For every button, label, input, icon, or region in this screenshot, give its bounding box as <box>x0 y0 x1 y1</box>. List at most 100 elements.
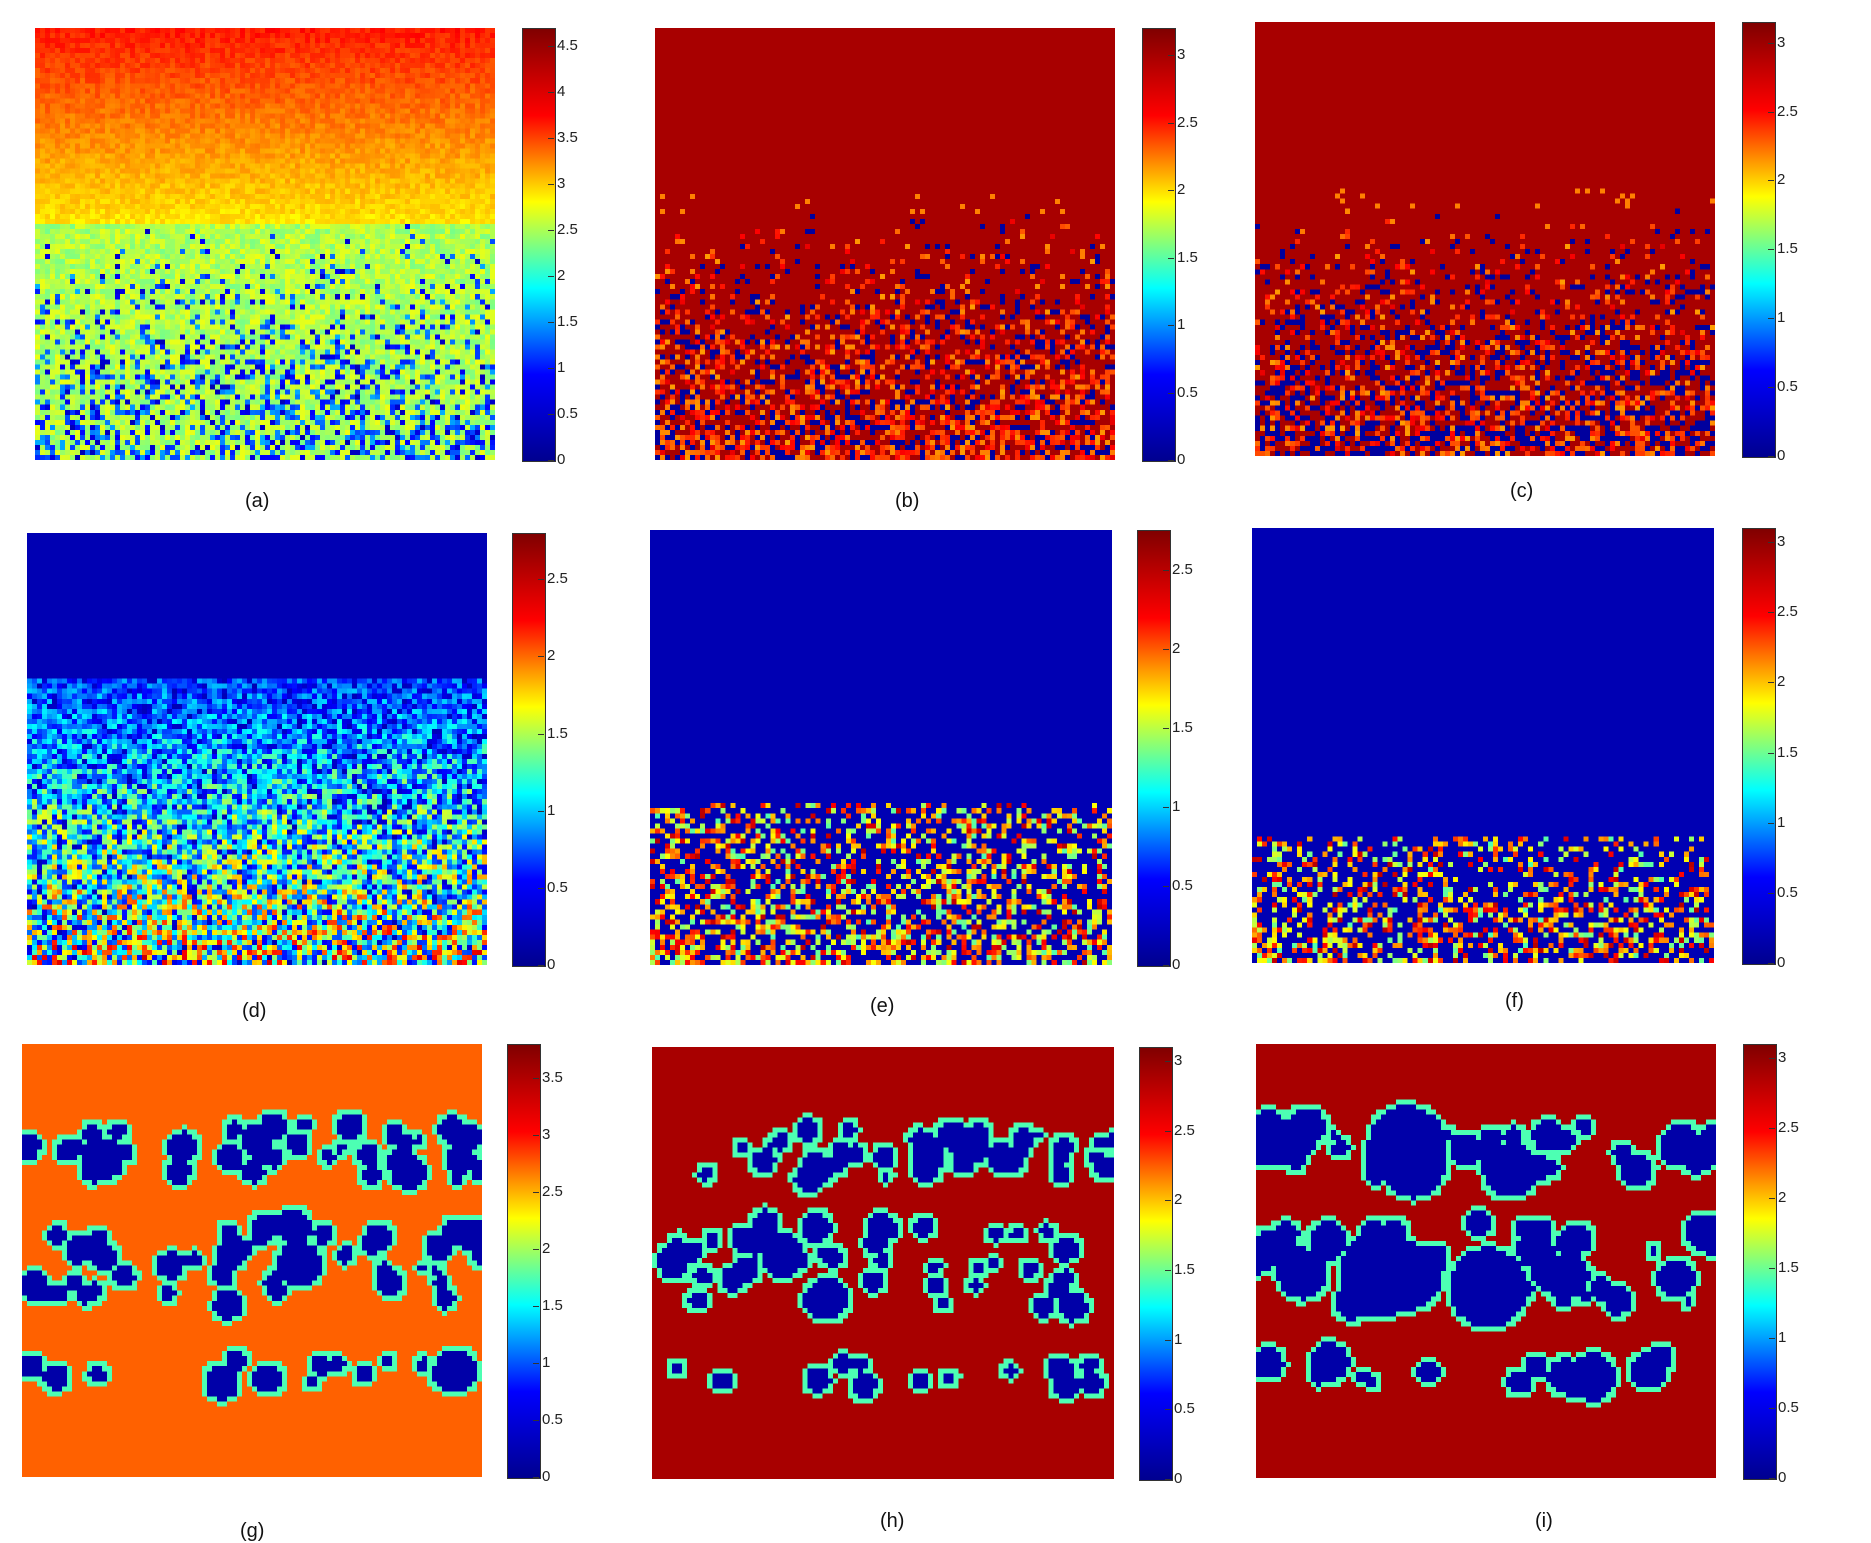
heatmap-c <box>1255 22 1715 456</box>
colorbar-tick-label: 0.5 <box>1778 1400 1799 1415</box>
panel-caption: (e) <box>870 995 894 1018</box>
colorbar-tick <box>1768 249 1774 250</box>
colorbar-tick-label: 1.5 <box>1778 1260 1799 1275</box>
colorbar-tick-label: 3 <box>1777 35 1785 50</box>
colorbar-i <box>1743 1044 1777 1480</box>
colorbar-tick-label: 2 <box>1777 674 1785 689</box>
colorbar-tick <box>533 1249 539 1250</box>
colorbar-tick-label: 2.5 <box>1777 604 1798 619</box>
colorbar-tick-label: 3 <box>557 176 565 191</box>
colorbar-tick <box>538 888 544 889</box>
panel-caption: (c) <box>1510 480 1533 503</box>
panel-caption: (g) <box>240 1520 264 1543</box>
colorbar-tick <box>538 579 544 580</box>
colorbar-tick-label: 1.5 <box>1777 241 1798 256</box>
panel-caption: (f) <box>1505 990 1524 1013</box>
panel-caption: (b) <box>895 490 919 513</box>
heatmap-i <box>1256 1044 1716 1478</box>
colorbar-tick-label: 0.5 <box>1777 379 1798 394</box>
colorbar-tick <box>1168 190 1174 191</box>
colorbar-tick-label: 2.5 <box>1177 115 1198 130</box>
colorbar-tick-label: 0.5 <box>542 1412 563 1427</box>
colorbar-tick <box>1165 1409 1171 1410</box>
colorbar-tick-label: 0.5 <box>1174 1401 1195 1416</box>
colorbar-tick <box>1168 393 1174 394</box>
panel-caption: (a) <box>245 490 269 513</box>
heatmap-e <box>650 530 1112 965</box>
colorbar-tick <box>1168 55 1174 56</box>
colorbar-tick <box>538 965 544 966</box>
colorbar-tick-label: 0 <box>1777 448 1785 463</box>
heatmap-g <box>22 1044 482 1477</box>
colorbar-tick-label: 1.5 <box>547 726 568 741</box>
colorbar-tick-label: 2.5 <box>557 222 578 237</box>
colorbar-tick <box>1165 1479 1171 1480</box>
colorbar-tick-label: 2.5 <box>1174 1123 1195 1138</box>
colorbar-tick <box>533 1477 539 1478</box>
colorbar-tick <box>1168 460 1174 461</box>
colorbar-tick-label: 2 <box>1174 1192 1182 1207</box>
colorbar-tick-label: 1 <box>557 360 565 375</box>
colorbar-tick-label: 1 <box>542 1355 550 1370</box>
colorbar-tick-label: 2.5 <box>542 1184 563 1199</box>
colorbar-tick <box>1768 456 1774 457</box>
colorbar-tick <box>1165 1131 1171 1132</box>
colorbar-tick-label: 3 <box>542 1127 550 1142</box>
colorbar-tick-label: 3.5 <box>557 130 578 145</box>
colorbar-tick-label: 3.5 <box>542 1070 563 1085</box>
heatmap-b <box>655 28 1115 460</box>
colorbar-tick <box>548 414 554 415</box>
colorbar-tick <box>1769 1058 1775 1059</box>
colorbar-tick <box>1769 1128 1775 1129</box>
colorbar-tick-label: 2.5 <box>547 571 568 586</box>
colorbar-e <box>1137 530 1171 967</box>
colorbar-tick-label: 2.5 <box>1778 1120 1799 1135</box>
colorbar-tick <box>538 656 544 657</box>
colorbar-tick <box>1165 1340 1171 1341</box>
colorbar-tick <box>1768 112 1774 113</box>
colorbar-tick-label: 2.5 <box>1172 562 1193 577</box>
colorbar-tick <box>548 368 554 369</box>
colorbar-tick <box>1163 570 1169 571</box>
colorbar-tick-label: 4 <box>557 84 565 99</box>
colorbar-tick <box>1165 1061 1171 1062</box>
colorbar-tick <box>548 230 554 231</box>
colorbar-tick <box>533 1135 539 1136</box>
colorbar-tick <box>1768 823 1774 824</box>
colorbar-tick <box>1769 1478 1775 1479</box>
colorbar-tick <box>548 138 554 139</box>
heatmap-a <box>35 28 495 460</box>
colorbar-tick <box>1163 728 1169 729</box>
colorbar-tick-label: 1.5 <box>1777 745 1798 760</box>
colorbar-f <box>1742 528 1776 965</box>
colorbar-tick-label: 3 <box>1177 47 1185 62</box>
colorbar-tick-label: 3 <box>1174 1053 1182 1068</box>
colorbar-tick-label: 2 <box>1172 641 1180 656</box>
colorbar-tick-label: 0.5 <box>557 406 578 421</box>
colorbar-tick <box>533 1420 539 1421</box>
colorbar-tick <box>1768 893 1774 894</box>
colorbar-tick <box>1768 963 1774 964</box>
colorbar-tick <box>548 46 554 47</box>
colorbar-tick <box>1768 542 1774 543</box>
colorbar-tick-label: 1 <box>1177 317 1185 332</box>
colorbar-tick <box>1769 1408 1775 1409</box>
colorbar-tick-label: 0 <box>557 452 565 467</box>
colorbar-h <box>1139 1047 1173 1481</box>
colorbar-tick <box>548 460 554 461</box>
colorbar-tick-label: 0 <box>547 957 555 972</box>
colorbar-tick-label: 2 <box>547 648 555 663</box>
colorbar-tick-label: 3 <box>1777 534 1785 549</box>
colorbar-tick <box>1768 682 1774 683</box>
colorbar-tick <box>1768 43 1774 44</box>
colorbar-tick-label: 1 <box>1778 1330 1786 1345</box>
colorbar-tick-label: 2.5 <box>1777 104 1798 119</box>
colorbar-tick-label: 1 <box>1777 310 1785 325</box>
colorbar-tick <box>533 1306 539 1307</box>
colorbar-tick <box>1769 1338 1775 1339</box>
colorbar-tick <box>1768 753 1774 754</box>
colorbar-b <box>1142 28 1176 462</box>
colorbar-tick <box>1769 1268 1775 1269</box>
colorbar-tick <box>533 1078 539 1079</box>
